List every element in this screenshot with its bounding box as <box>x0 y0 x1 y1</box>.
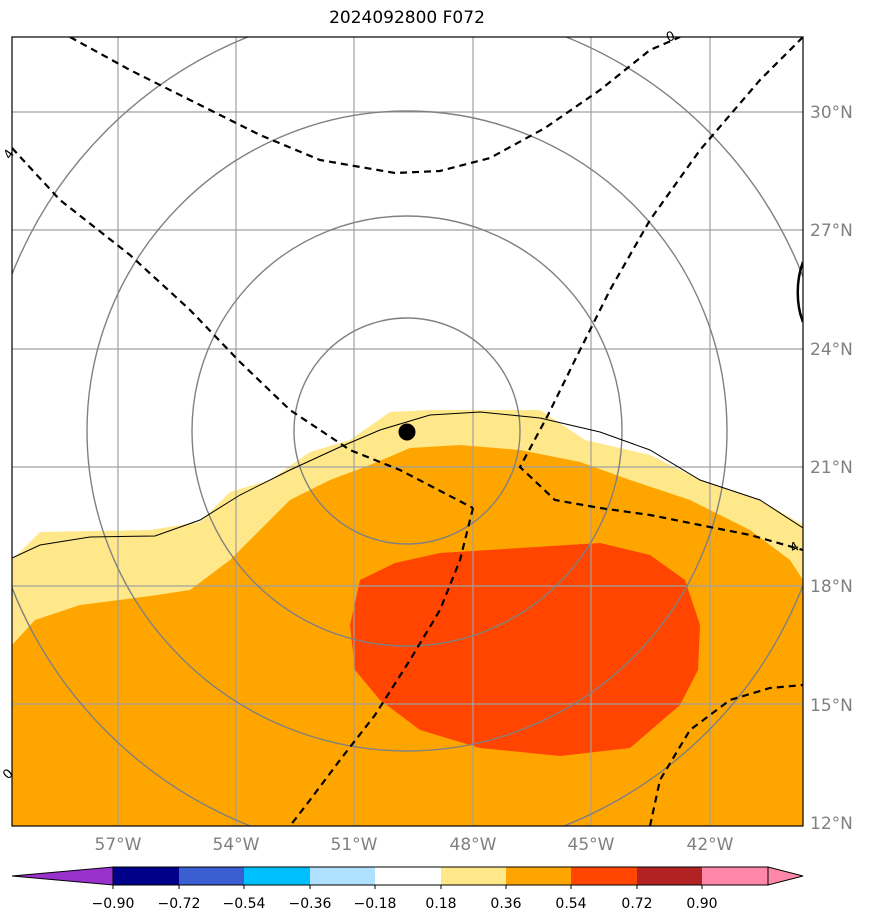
colorbar-segment <box>310 867 375 885</box>
colorbar-segment <box>244 867 310 885</box>
lat-label: 15°N <box>810 696 853 716</box>
solid-contour <box>12 411 803 559</box>
lon-label: 51°W <box>331 835 378 855</box>
colorbar-segment <box>506 867 571 885</box>
colorbar-tick-label: −0.18 <box>354 896 397 912</box>
colorbar-extend-high <box>767 866 804 886</box>
colorbar-tick-label: −0.90 <box>92 896 135 912</box>
dashed-contours <box>12 37 803 826</box>
colorbar-tick-label: 0.90 <box>686 896 717 912</box>
lat-label: 24°N <box>810 340 853 360</box>
colorbar-tick-label: −0.54 <box>223 896 266 912</box>
colorbar-extend-low <box>11 866 114 886</box>
lon-label: 54°W <box>213 835 260 855</box>
colorbar-tick-label: −0.36 <box>289 896 332 912</box>
range-rings <box>12 37 803 826</box>
lon-label: 42°W <box>687 835 734 855</box>
map-border <box>11 36 804 827</box>
colorbar-tick-label: −0.72 <box>158 896 201 912</box>
colorbar: −0.90 −0.72 −0.54 −0.36 −0.18 0.18 0.36 … <box>11 866 804 912</box>
field-region-0.54-0.72 <box>350 543 700 756</box>
lat-label: 30°N <box>810 103 853 123</box>
map-title: 2024092800 F072 <box>329 8 485 28</box>
storm-center-marker <box>398 423 416 441</box>
longitude-labels: 57°W 54°W 51°W 48°W 45°W 42°W <box>95 835 734 855</box>
colorbar-segment <box>113 867 179 885</box>
lat-label: 12°N <box>810 814 853 834</box>
colorbar-segment <box>637 867 702 885</box>
colorbar-tick-label: 0.72 <box>621 896 652 912</box>
colorbar-tick-label: 0.18 <box>425 896 456 912</box>
colorbar-tick-label: 0.36 <box>490 896 521 912</box>
colorbar-segment <box>441 867 506 885</box>
lon-label: 45°W <box>568 835 615 855</box>
lon-label: 48°W <box>450 835 497 855</box>
colorbar-segment <box>571 867 637 885</box>
colorbar-tick-label: 0.54 <box>555 896 586 912</box>
colorbar-segment <box>702 867 768 885</box>
colorbar-segment <box>179 867 244 885</box>
latitude-labels: 30°N 27°N 24°N 21°N 18°N 15°N 12°N <box>810 103 853 834</box>
colorbar-segment <box>375 867 441 885</box>
lat-label: 21°N <box>810 458 853 478</box>
lon-label: 57°W <box>95 835 142 855</box>
lat-label: 18°N <box>810 577 853 597</box>
edge-contour-fragments <box>796 261 803 323</box>
lat-label: 27°N <box>810 221 853 241</box>
